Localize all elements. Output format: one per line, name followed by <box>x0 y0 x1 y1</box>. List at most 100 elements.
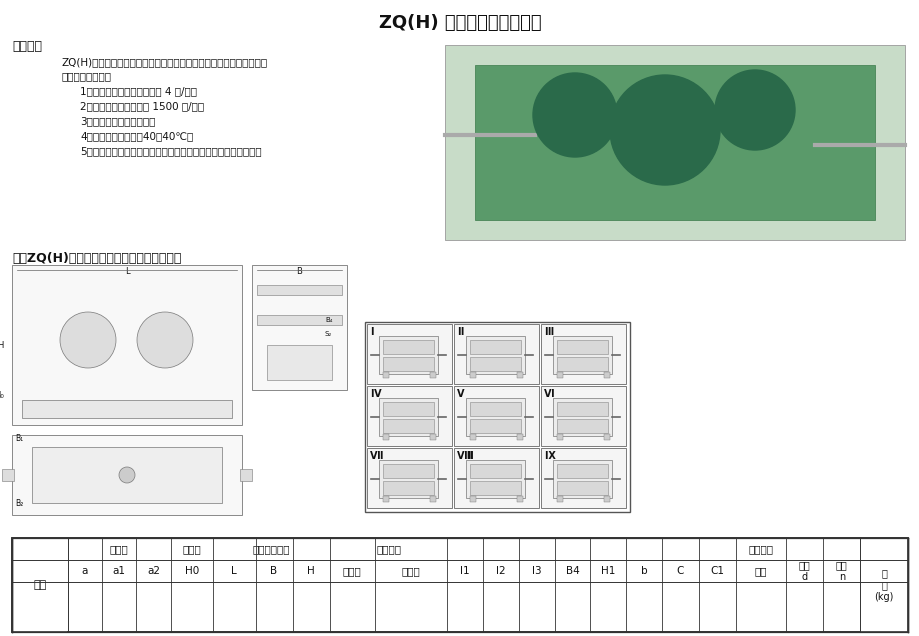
Bar <box>382 340 434 354</box>
Text: Ⅷ: Ⅷ <box>457 451 473 461</box>
Bar <box>382 481 434 495</box>
Bar <box>470 357 520 371</box>
Bar <box>429 496 436 502</box>
Bar <box>453 324 539 384</box>
Circle shape <box>609 75 720 185</box>
Text: 1、齿轮传动圆周速度不大于 4 米/秒；: 1、齿轮传动圆周速度不大于 4 米/秒； <box>80 86 197 96</box>
Text: 一、概述: 一、概述 <box>12 40 42 53</box>
Bar <box>256 315 342 325</box>
Text: S₂: S₂ <box>324 331 332 337</box>
Ellipse shape <box>27 270 227 400</box>
Bar <box>604 372 609 378</box>
Text: Ⅵ: Ⅵ <box>543 389 554 399</box>
Text: 4、工作环境温度为－40～40℃；: 4、工作环境温度为－40～40℃； <box>80 131 193 141</box>
Bar <box>13 539 67 632</box>
Text: a1: a1 <box>113 566 126 576</box>
Bar <box>470 402 520 416</box>
Bar <box>552 398 611 436</box>
Text: Ⅴ: Ⅴ <box>457 389 464 399</box>
Bar <box>556 434 562 440</box>
Text: b: b <box>640 566 647 576</box>
Text: l2: l2 <box>495 566 505 576</box>
Text: 其适用条件如下：: 其适用条件如下： <box>62 71 112 81</box>
Bar <box>556 481 607 495</box>
Text: 孔数
n: 孔数 n <box>835 560 846 582</box>
Text: 孔距: 孔距 <box>754 566 766 576</box>
Bar <box>252 265 346 390</box>
Bar <box>604 496 609 502</box>
Bar <box>556 419 607 433</box>
Bar <box>516 434 522 440</box>
Bar <box>429 434 436 440</box>
Bar <box>556 357 607 371</box>
Bar <box>367 448 451 508</box>
Bar <box>382 434 389 440</box>
Text: C: C <box>676 566 684 576</box>
Text: H₀: H₀ <box>0 391 4 399</box>
Bar <box>474 65 874 220</box>
Text: 高速轴: 高速轴 <box>343 566 361 576</box>
Text: B₁: B₁ <box>15 434 23 443</box>
Bar <box>382 372 389 378</box>
Text: B₄: B₄ <box>324 317 332 323</box>
Text: C1: C1 <box>709 566 723 576</box>
Text: a: a <box>82 566 88 576</box>
Circle shape <box>60 312 116 368</box>
Text: L: L <box>125 267 130 276</box>
Bar <box>860 539 906 632</box>
Bar <box>367 324 451 384</box>
Text: H: H <box>307 566 314 576</box>
Bar <box>466 336 525 374</box>
Text: 二、ZQ(H)型减速机的外型、尺寸及装配型式: 二、ZQ(H)型减速机的外型、尺寸及装配型式 <box>12 252 181 265</box>
Bar <box>32 447 221 503</box>
Bar <box>382 464 434 478</box>
Text: 低速轴: 低速轴 <box>402 566 420 576</box>
Text: 孔径
d: 孔径 d <box>798 560 810 582</box>
Bar <box>540 386 625 446</box>
Text: l3: l3 <box>531 566 541 576</box>
Text: Ⅰ: Ⅰ <box>369 327 373 337</box>
Bar <box>556 340 607 354</box>
Bar <box>379 460 437 498</box>
Bar <box>466 398 525 436</box>
Circle shape <box>532 73 617 157</box>
Bar <box>367 386 451 446</box>
Bar <box>12 435 242 515</box>
Text: a2: a2 <box>147 566 160 576</box>
Text: 最大外形尺寸: 最大外形尺寸 <box>253 544 289 554</box>
Bar <box>556 464 607 478</box>
Text: 安装尺寸: 安装尺寸 <box>748 544 773 554</box>
Bar <box>470 496 475 502</box>
Bar <box>382 402 434 416</box>
Bar <box>382 357 434 371</box>
Bar <box>470 481 520 495</box>
Text: Ⅱ: Ⅱ <box>457 327 463 337</box>
Text: B: B <box>296 267 301 276</box>
Text: 中心距: 中心距 <box>109 544 129 554</box>
Bar <box>556 372 562 378</box>
Text: ZQ(H) 系列圆柱齿轮减速机: ZQ(H) 系列圆柱齿轮减速机 <box>379 14 540 32</box>
Text: L: L <box>232 566 237 576</box>
Bar <box>12 538 907 632</box>
Bar <box>365 322 630 512</box>
Text: H0: H0 <box>185 566 199 576</box>
Text: Ⅳ: Ⅳ <box>369 389 380 399</box>
Bar <box>470 434 475 440</box>
Text: Ⅲ: Ⅲ <box>543 327 552 337</box>
Bar <box>466 460 525 498</box>
Text: B₂: B₂ <box>15 499 23 508</box>
Bar <box>540 324 625 384</box>
Bar <box>453 386 539 446</box>
Text: H1: H1 <box>600 566 615 576</box>
Bar <box>453 448 539 508</box>
Bar <box>556 496 562 502</box>
Circle shape <box>137 312 193 368</box>
Text: l1: l1 <box>460 566 470 576</box>
Bar <box>379 398 437 436</box>
Text: Ⅶ: Ⅶ <box>369 451 383 461</box>
Bar <box>379 336 437 374</box>
Bar <box>604 434 609 440</box>
Bar <box>470 372 475 378</box>
Circle shape <box>714 70 794 150</box>
Text: 中心距: 中心距 <box>182 544 201 554</box>
